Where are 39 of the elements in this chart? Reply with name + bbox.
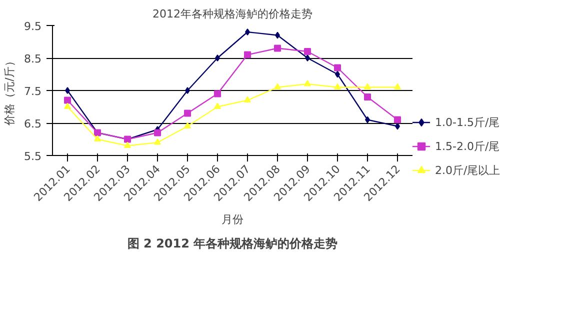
legend-label: 1.5-2.0斤/尾 [435,138,501,154]
point [184,122,191,128]
y-axis-title: 价格（元/斤） [3,56,16,126]
legend-label: 2.0斤/尾以上 [435,162,502,178]
point [154,129,161,136]
point [394,83,401,90]
legend-label: 1.0-1.5斤/尾 [435,114,501,130]
point [244,96,251,102]
point [305,54,310,62]
point [394,116,401,124]
point [214,102,221,109]
point [245,28,250,36]
point [304,80,311,86]
caption: 图 2 2012 年各种规格海鲈的价格走势 [127,236,338,250]
y-tick-label: 6.5 [24,118,42,130]
point [364,83,371,90]
y-tick-label: 9.5 [24,20,42,33]
point [274,83,281,90]
chart-title: 2012年各种规格海鲈的价格走势 [152,8,313,20]
point [364,94,371,100]
point [65,87,70,94]
point [334,64,341,72]
point [334,83,341,90]
point [94,135,101,142]
point [154,138,161,145]
point [274,44,281,52]
y-tick-label: 5.5 [24,150,42,163]
point [214,90,221,98]
point [304,48,311,55]
point [184,110,191,117]
point [124,142,131,148]
x-axis-title: 月份 [222,213,244,226]
point [64,102,71,109]
point [215,54,220,62]
point [244,51,251,58]
point [64,96,71,104]
point [185,87,190,94]
y-tick-label: 8.5 [24,52,42,66]
y-tick-label: 7.5 [24,85,42,98]
